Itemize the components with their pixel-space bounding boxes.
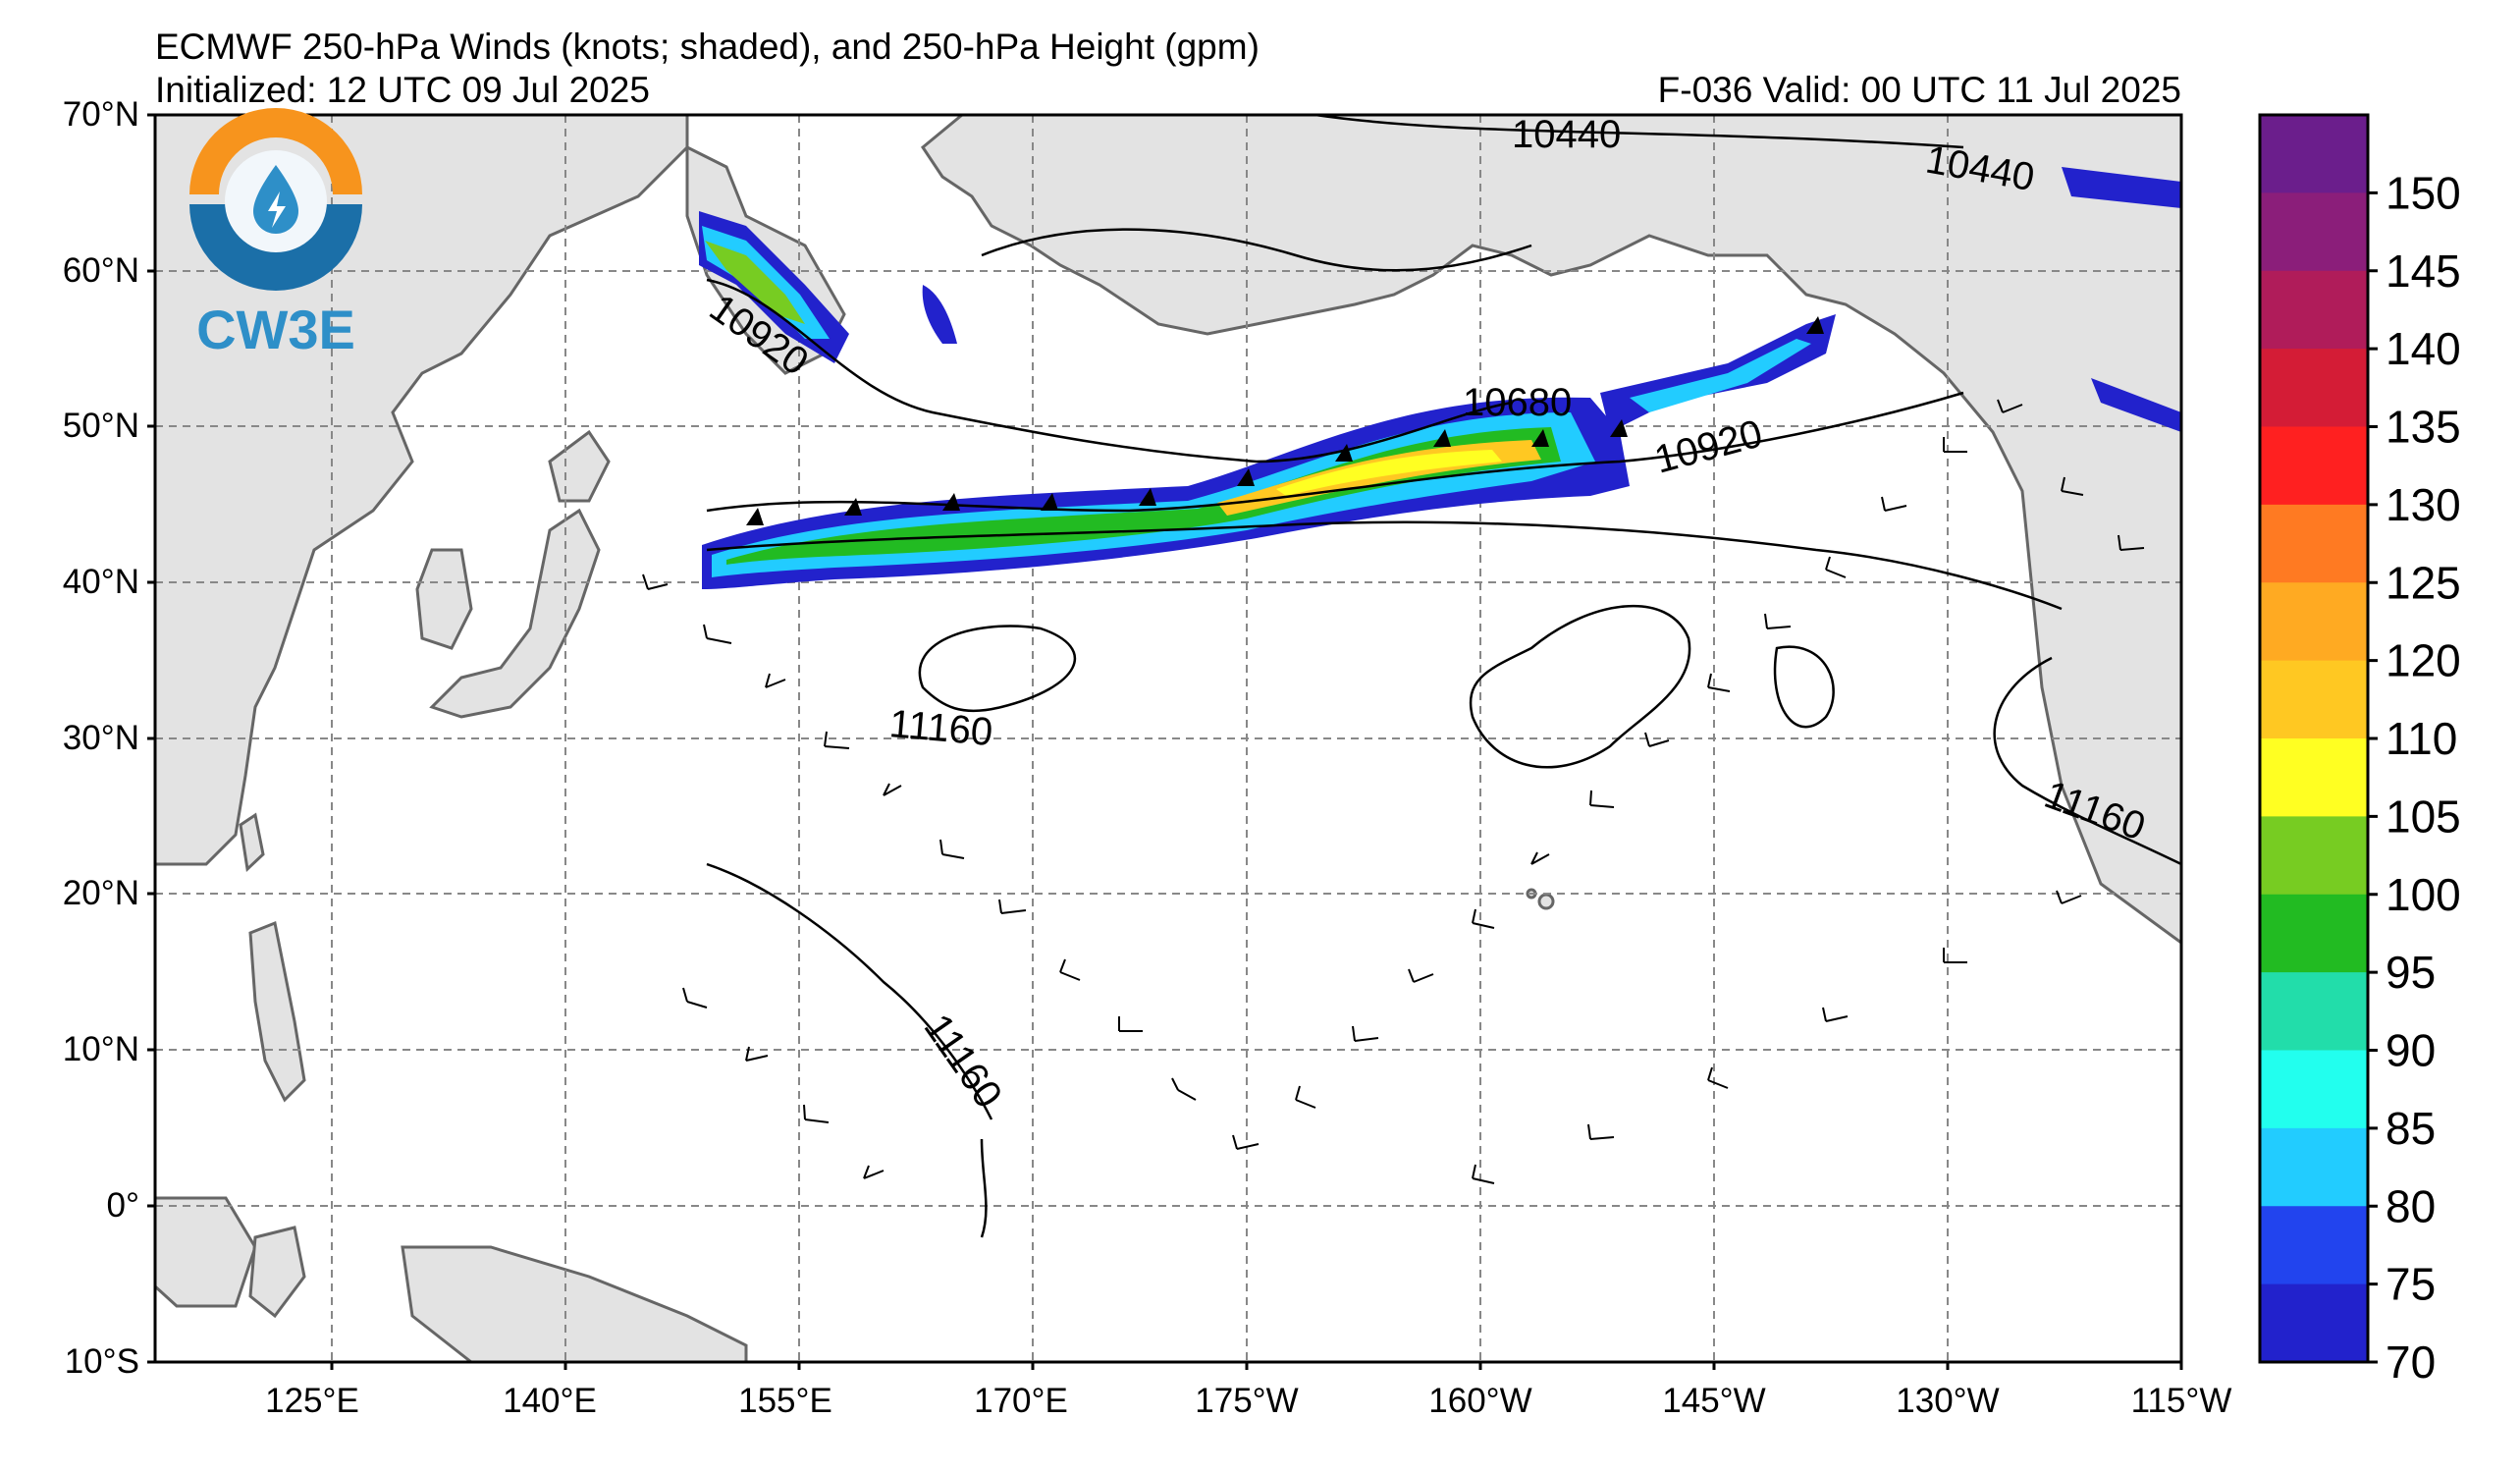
lon-label: 155°E [738,1382,832,1420]
lon-label: 115°W [2131,1382,2232,1420]
cw3e-logo: CW3E [189,108,362,360]
lon-label: 130°W [1896,1382,1999,1420]
colorbar-tick-label: 85 [2386,1103,2436,1154]
colorbar-tick-label: 135 [2386,402,2461,453]
colorbar-tick-label: 80 [2386,1180,2436,1231]
colorbar-tick-label: 110 [2386,713,2457,764]
colorbar-box [2260,1283,2368,1363]
logo-text: CW3E [196,299,355,360]
grid-lines [155,115,2181,1362]
colorbar-tick-label: 145 [2386,246,2461,297]
lon-label: 170°E [974,1382,1068,1420]
lon-label: 160°W [1428,1382,1531,1420]
wind-speed-shading [699,167,2181,589]
lon-label: 175°W [1195,1382,1298,1420]
wind-barbs [642,399,2145,1184]
map-title: ECMWF 250-hPa Winds (knots; shaded), and… [155,27,1260,67]
lightning-bolt-icon [268,191,286,228]
lat-label: 60°N [63,251,139,290]
lat-label: 40°N [63,563,139,601]
lon-label: 145°W [1662,1382,1765,1420]
colorbar-box [2260,894,2368,973]
axis-ticks [147,113,2183,1370]
height-contours [706,115,2181,1238]
colorbar-box [2260,816,2368,896]
logo-sun-arc [189,108,362,194]
lat-label: 50°N [63,407,139,445]
lat-label: 0° [107,1186,139,1225]
colorbar-box [2260,582,2368,662]
contour-label: 10680 [1463,381,1572,424]
colorbar-boxes [2260,115,2368,1363]
contour-label: 10440 [1512,113,1621,156]
longitude-labels: 125°E 140°E 155°E 170°E 175°W 160°W 145°… [265,1382,2231,1420]
colorbar-tick-label: 95 [2386,947,2436,998]
contour-label: 11160 [887,702,994,754]
colorbar-labels: 150 145 140 135 130 125 120 110 105 100 95 90 85 80 75… [2368,167,2461,1388]
colorbar-box [2260,1050,2368,1129]
colorbar-box [2260,1127,2368,1207]
colorbar-tick-label: 125 [2386,557,2461,608]
latitude-labels: 70°N 60°N 50°N 40°N 30°N 20°N 10°N 0° 10… [63,95,139,1381]
colorbar-tick-label: 70 [2386,1337,2436,1388]
colorbar-box [2260,349,2368,427]
colorbar-box [2260,972,2368,1051]
colorbar-tick-label: 75 [2386,1259,2436,1310]
colorbar-tick-label: 140 [2386,323,2461,374]
lat-label: 30°N [63,719,139,757]
colorbar-tick-label: 105 [2386,791,2461,842]
colorbar-box [2260,1206,2368,1285]
lon-label: 125°E [265,1382,359,1420]
lat-label: 20°N [63,874,139,912]
colorbar-tick-label: 150 [2386,167,2461,218]
colorbar-box [2260,115,2368,193]
lon-label: 140°E [503,1382,597,1420]
lat-label: 10°S [65,1342,139,1381]
wind-flags [746,316,1824,525]
colorbar-box [2260,738,2368,817]
lat-label: 10°N [63,1030,139,1068]
colorbar: 150 145 140 135 130 125 120 110 105 100 95 90 85 80 75… [2258,113,2461,1388]
colorbar-box [2260,426,2368,506]
colorbar-tick-label: 90 [2386,1025,2436,1076]
colorbar-box [2260,192,2368,272]
colorbar-tick-label: 100 [2386,869,2461,920]
forecast-valid-time: F-036 Valid: 00 UTC 11 Jul 2025 [1657,70,2181,110]
colorbar-box [2260,270,2368,350]
colorbar-box [2260,660,2368,739]
lat-label: 70°N [63,95,139,134]
initialized-time: Initialized: 12 UTC 09 Jul 2025 [155,70,650,110]
colorbar-box [2260,504,2368,583]
colorbar-tick-label: 130 [2386,479,2461,530]
colorbar-tick-label: 120 [2386,635,2461,686]
